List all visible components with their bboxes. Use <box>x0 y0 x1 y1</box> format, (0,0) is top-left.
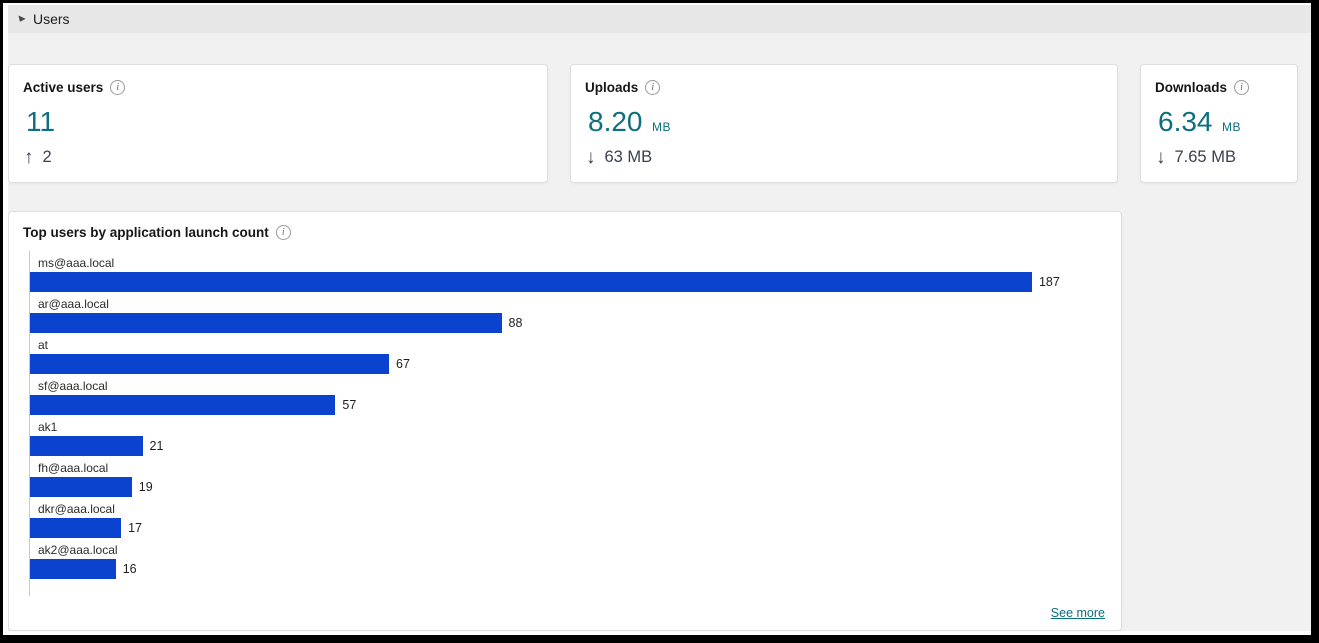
top-users-chart-card: Top users by application launch count i … <box>8 211 1122 631</box>
bar[interactable] <box>30 559 116 579</box>
bar-track: 57 <box>30 395 1107 415</box>
uploads-title: Uploads <box>585 80 639 95</box>
arrow-up-icon: ↑ <box>24 147 34 168</box>
bar-track: 187 <box>30 272 1107 292</box>
bar-value-label: 16 <box>122 562 137 576</box>
bar[interactable] <box>30 272 1032 292</box>
downloads-delta: 7.65 MB <box>1174 148 1236 166</box>
uploads-card: Uploads i 8.20 MB ↓ 63 MB <box>570 64 1118 183</box>
bar-row: ak1 21 <box>30 420 1107 456</box>
active-users-value: 11 <box>26 106 56 137</box>
arrow-down-icon: ↓ <box>586 147 596 168</box>
bar[interactable] <box>30 354 389 374</box>
bar-track: 88 <box>30 313 1107 333</box>
stat-cards-row: Active users i 11 ↑ 2 Uploads i <box>8 33 1311 183</box>
bar-track: 67 <box>30 354 1107 374</box>
info-icon[interactable]: i <box>645 80 661 95</box>
bar-value-label: 21 <box>149 439 164 453</box>
uploads-value: 8.20 <box>588 106 643 137</box>
bar-track: 16 <box>30 559 1107 579</box>
bar[interactable] <box>30 395 336 415</box>
bar-category-label: fh@aaa.local <box>38 461 109 475</box>
bar-category-label: ak2@aaa.local <box>38 543 118 557</box>
bar-row: ak2@aaa.local 16 <box>30 543 1107 579</box>
bar-category-label: ar@aaa.local <box>38 297 109 311</box>
bar-row: ar@aaa.local 88 <box>30 297 1107 333</box>
active-users-card: Active users i 11 ↑ 2 <box>8 64 548 183</box>
bar-category-label: at <box>38 338 49 352</box>
bar-category-label: ms@aaa.local <box>38 256 115 270</box>
bar-value-label: 17 <box>128 521 142 535</box>
bar-value-label: 67 <box>396 357 410 371</box>
collapse-caret-icon[interactable] <box>16 15 26 23</box>
bar[interactable] <box>30 518 122 538</box>
bar-row: at 67 <box>30 338 1107 374</box>
uploads-unit: MB <box>651 120 671 134</box>
chart-title: Top users by application launch count <box>23 225 269 240</box>
bar-category-label: sf@aaa.local <box>38 379 108 393</box>
active-users-delta: 2 <box>42 148 52 166</box>
bar-category-label: ak1 <box>38 420 58 434</box>
bar-row: sf@aaa.local 57 <box>30 379 1107 415</box>
info-icon[interactable]: i <box>275 225 291 240</box>
bar-value-label: 187 <box>1038 275 1060 289</box>
bar-track: 19 <box>30 477 1107 497</box>
bar-row: fh@aaa.local 19 <box>30 461 1107 497</box>
bar-track: 17 <box>30 518 1107 538</box>
bar[interactable] <box>30 436 143 456</box>
info-icon[interactable]: i <box>1234 80 1250 95</box>
bar[interactable] <box>30 477 132 497</box>
downloads-title: Downloads <box>1155 80 1228 95</box>
downloads-card: Downloads i 6.34 MB ↓ 7.65 MB <box>1140 64 1298 183</box>
bar-value-label: 88 <box>508 316 523 330</box>
bar-row: dkr@aaa.local 17 <box>30 502 1107 538</box>
active-users-title: Active users <box>23 80 104 95</box>
dashboard-content: Active users i 11 ↑ 2 Uploads i <box>8 33 1311 631</box>
info-icon[interactable]: i <box>110 80 126 95</box>
bar-value-label: 19 <box>138 480 153 494</box>
downloads-value: 6.34 <box>1158 106 1213 137</box>
arrow-down-icon: ↓ <box>1156 147 1166 168</box>
bar-plot: ms@aaa.local 187 ar@aaa.local 88 at 67 sf@aaa.… <box>29 251 1107 596</box>
see-more-link[interactable]: See more <box>1050 606 1105 620</box>
bar[interactable] <box>30 313 502 333</box>
uploads-delta: 63 MB <box>604 148 653 166</box>
bar-category-label: dkr@aaa.local <box>38 502 115 516</box>
users-section-header[interactable]: Users <box>8 5 1311 33</box>
bar-track: 21 <box>30 436 1107 456</box>
section-title: Users <box>33 11 70 27</box>
bar-row: ms@aaa.local 187 <box>30 256 1107 292</box>
bar-value-label: 57 <box>342 398 357 412</box>
downloads-unit: MB <box>1221 120 1241 134</box>
